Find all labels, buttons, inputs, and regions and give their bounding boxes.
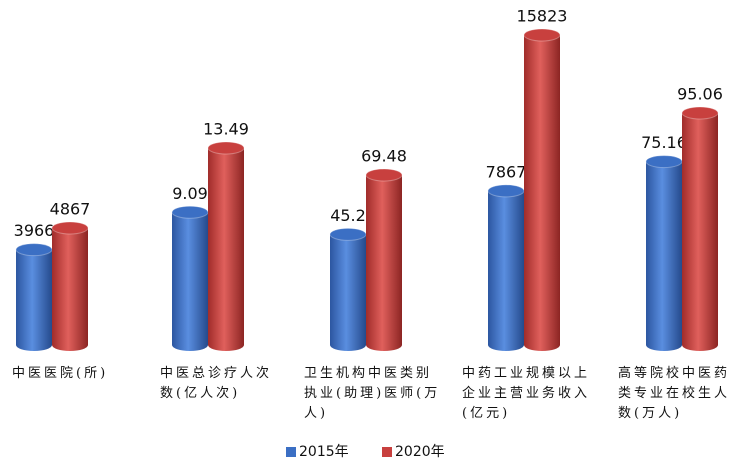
- bar: [682, 113, 718, 351]
- value-label: 95.06: [677, 85, 723, 104]
- legend-swatch: [382, 447, 392, 457]
- bar: [16, 249, 52, 351]
- category-label: 中药工业规模以上企业主营业务收入(亿元): [462, 366, 591, 421]
- bar-top: [207, 141, 245, 155]
- legend-label: 2015年: [299, 444, 349, 460]
- value-label: 15823: [517, 7, 568, 26]
- bar-top: [51, 221, 89, 235]
- bar-top: [15, 243, 53, 257]
- bar-top: [645, 155, 683, 169]
- bar: [366, 175, 402, 351]
- category-label: 中医医院(所): [12, 366, 109, 381]
- bar: [524, 35, 560, 351]
- bar-top: [365, 168, 403, 182]
- value-label: 9.09: [172, 184, 208, 203]
- value-label: 69.48: [361, 147, 407, 166]
- bar: [330, 234, 366, 351]
- value-label: 75.16: [641, 133, 687, 152]
- bar: [52, 228, 88, 351]
- bar: [172, 212, 208, 351]
- bar-top: [523, 28, 561, 42]
- bar: [488, 190, 524, 351]
- value-label: 45.2: [330, 206, 366, 225]
- legend-swatch: [286, 447, 296, 457]
- category-label: 高等院校中医药类专业在校生人数(万人): [618, 366, 731, 421]
- value-label: 4867: [50, 200, 91, 219]
- value-label: 7867: [486, 162, 527, 181]
- category-label: 中医总诊疗人次数(亿人次): [160, 366, 273, 401]
- category-label: 卫生机构中医类别执业(助理)医师(万人): [304, 366, 441, 421]
- bar-top: [171, 205, 209, 219]
- value-label: 13.49: [203, 120, 249, 139]
- legend-label: 2020年: [395, 444, 445, 460]
- bar-top: [329, 227, 367, 241]
- bar-top: [487, 184, 525, 198]
- bar: [208, 148, 244, 351]
- bar: [646, 161, 682, 351]
- bar-top: [681, 106, 719, 120]
- value-label: 3966: [14, 221, 55, 240]
